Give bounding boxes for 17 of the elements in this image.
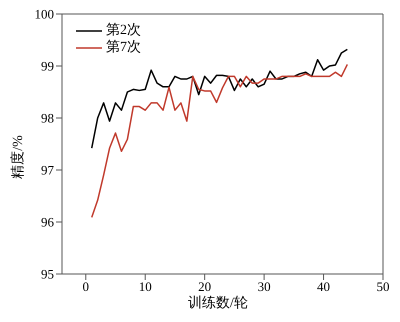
legend-label: 第2次	[106, 22, 141, 39]
y-axis-title: 精度/%	[9, 134, 27, 181]
x-axis-title: 训练数/轮	[187, 294, 249, 312]
y-tick-label: 99	[41, 58, 54, 74]
x-tick-label: 20	[198, 279, 212, 294]
line-series	[90, 64, 348, 218]
x-tick-label: 40	[317, 279, 330, 294]
y-tick-label: 97	[41, 162, 54, 178]
x-tick-label: 10	[138, 279, 152, 294]
y-tick-label: 100	[34, 6, 54, 22]
y-tick-label: 98	[41, 110, 54, 126]
x-tick-label: 0	[82, 279, 90, 294]
x-tick-label: 50	[376, 279, 390, 294]
y-tick-label: 96	[41, 214, 54, 230]
y-tick-label: 95	[41, 266, 54, 282]
x-tick-label: 30	[258, 279, 271, 294]
legend-label: 第7次	[106, 39, 141, 56]
